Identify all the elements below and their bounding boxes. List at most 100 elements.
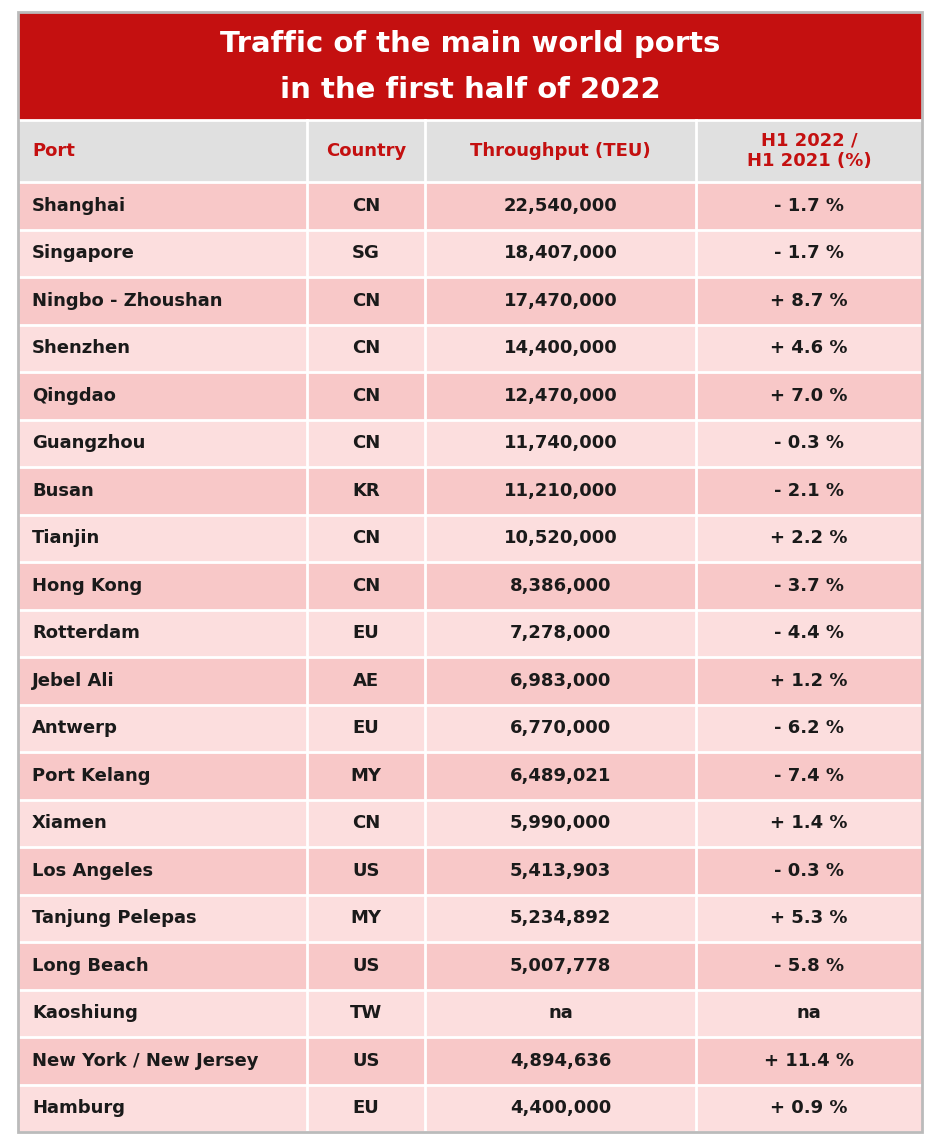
Text: 17,470,000: 17,470,000	[504, 292, 618, 310]
Text: Shanghai: Shanghai	[32, 197, 126, 215]
Text: Guangzhou: Guangzhou	[32, 435, 146, 452]
Text: 6,983,000: 6,983,000	[509, 672, 611, 690]
Text: na: na	[796, 1004, 822, 1023]
Text: 6,489,021: 6,489,021	[509, 766, 611, 785]
Bar	[18, 562, 922, 610]
Text: EU: EU	[352, 625, 380, 642]
Text: EU: EU	[352, 1099, 380, 1118]
Bar	[18, 847, 922, 895]
Text: 18,407,000: 18,407,000	[504, 245, 618, 262]
Text: Singapore: Singapore	[32, 245, 134, 262]
Text: CN: CN	[352, 292, 380, 310]
Text: Long Beach: Long Beach	[32, 956, 149, 975]
Text: - 1.7 %: - 1.7 %	[774, 245, 844, 262]
Text: - 4.4 %: - 4.4 %	[774, 625, 844, 642]
Text: AE: AE	[353, 672, 379, 690]
Text: US: US	[352, 861, 380, 880]
Bar	[18, 277, 922, 325]
Text: Port Kelang: Port Kelang	[32, 766, 150, 785]
Text: MY: MY	[351, 909, 382, 928]
Text: Hong Kong: Hong Kong	[32, 577, 142, 595]
Text: 14,400,000: 14,400,000	[504, 340, 618, 357]
Text: 5,413,903: 5,413,903	[509, 861, 611, 880]
Bar	[18, 1085, 922, 1133]
Text: 5,234,892: 5,234,892	[509, 909, 611, 928]
Text: CN: CN	[352, 387, 380, 405]
Bar	[18, 895, 922, 942]
Bar	[18, 420, 922, 467]
Text: Jebel Ali: Jebel Ali	[32, 672, 115, 690]
Text: Qingdao: Qingdao	[32, 387, 116, 405]
Text: EU: EU	[352, 720, 380, 737]
Text: 11,740,000: 11,740,000	[504, 435, 618, 452]
Text: 5,007,778: 5,007,778	[509, 956, 611, 975]
Bar	[18, 230, 922, 277]
Text: MY: MY	[351, 766, 382, 785]
Bar	[18, 515, 922, 562]
Bar	[18, 467, 922, 515]
Bar	[18, 11, 922, 120]
Text: Los Angeles: Los Angeles	[32, 861, 153, 880]
Text: Tianjin: Tianjin	[32, 530, 101, 547]
Text: + 1.4 %: + 1.4 %	[770, 815, 848, 832]
Text: + 4.6 %: + 4.6 %	[770, 340, 848, 357]
Text: 5,990,000: 5,990,000	[509, 815, 611, 832]
Text: + 7.0 %: + 7.0 %	[770, 387, 848, 405]
Text: - 2.1 %: - 2.1 %	[774, 482, 844, 500]
Text: CN: CN	[352, 815, 380, 832]
Bar	[18, 800, 922, 847]
Text: CN: CN	[352, 340, 380, 357]
Text: Antwerp: Antwerp	[32, 720, 118, 737]
Text: CN: CN	[352, 577, 380, 595]
Text: 8,386,000: 8,386,000	[509, 577, 611, 595]
Text: 11,210,000: 11,210,000	[504, 482, 618, 500]
Text: Throughput (TEU): Throughput (TEU)	[470, 142, 650, 160]
Text: 4,894,636: 4,894,636	[509, 1051, 611, 1070]
Text: Xiamen: Xiamen	[32, 815, 108, 832]
Text: CN: CN	[352, 435, 380, 452]
Text: 12,470,000: 12,470,000	[504, 387, 618, 405]
Text: in the first half of 2022: in the first half of 2022	[280, 76, 660, 104]
Bar	[18, 372, 922, 420]
Text: 10,520,000: 10,520,000	[504, 530, 618, 547]
Text: + 0.9 %: + 0.9 %	[770, 1099, 848, 1118]
Bar	[18, 325, 922, 372]
Text: 7,278,000: 7,278,000	[509, 625, 611, 642]
Text: KR: KR	[352, 482, 380, 500]
Text: 4,400,000: 4,400,000	[509, 1099, 611, 1118]
Text: + 1.2 %: + 1.2 %	[770, 672, 848, 690]
Text: - 3.7 %: - 3.7 %	[774, 577, 844, 595]
Text: Shenzhen: Shenzhen	[32, 340, 131, 357]
Text: - 1.7 %: - 1.7 %	[774, 197, 844, 215]
Text: TW: TW	[350, 1004, 383, 1023]
Text: US: US	[352, 956, 380, 975]
Bar	[18, 657, 922, 705]
Text: Port: Port	[32, 142, 75, 160]
Text: + 11.4 %: + 11.4 %	[764, 1051, 854, 1070]
Text: - 7.4 %: - 7.4 %	[774, 766, 844, 785]
Bar	[18, 120, 922, 182]
Bar	[18, 705, 922, 752]
Text: Busan: Busan	[32, 482, 94, 500]
Bar	[18, 182, 922, 230]
Text: New York / New Jersey: New York / New Jersey	[32, 1051, 258, 1070]
Bar	[18, 942, 922, 990]
Text: CN: CN	[352, 530, 380, 547]
Text: - 5.8 %: - 5.8 %	[774, 956, 844, 975]
Text: SG: SG	[352, 245, 380, 262]
Text: na: na	[548, 1004, 572, 1023]
Text: 6,770,000: 6,770,000	[509, 720, 611, 737]
Text: Hamburg: Hamburg	[32, 1099, 125, 1118]
Text: Country: Country	[326, 142, 406, 160]
Text: Traffic of the main world ports: Traffic of the main world ports	[220, 31, 720, 58]
Text: + 5.3 %: + 5.3 %	[770, 909, 848, 928]
Text: Kaoshiung: Kaoshiung	[32, 1004, 138, 1023]
Bar	[18, 990, 922, 1036]
Text: 22,540,000: 22,540,000	[504, 197, 618, 215]
Text: - 0.3 %: - 0.3 %	[774, 861, 844, 880]
Text: Rotterdam: Rotterdam	[32, 625, 140, 642]
Text: H1 2022 /
H1 2021 (%): H1 2022 / H1 2021 (%)	[746, 132, 871, 170]
Text: Ningbo - Zhoushan: Ningbo - Zhoushan	[32, 292, 223, 310]
Text: CN: CN	[352, 197, 380, 215]
Text: US: US	[352, 1051, 380, 1070]
